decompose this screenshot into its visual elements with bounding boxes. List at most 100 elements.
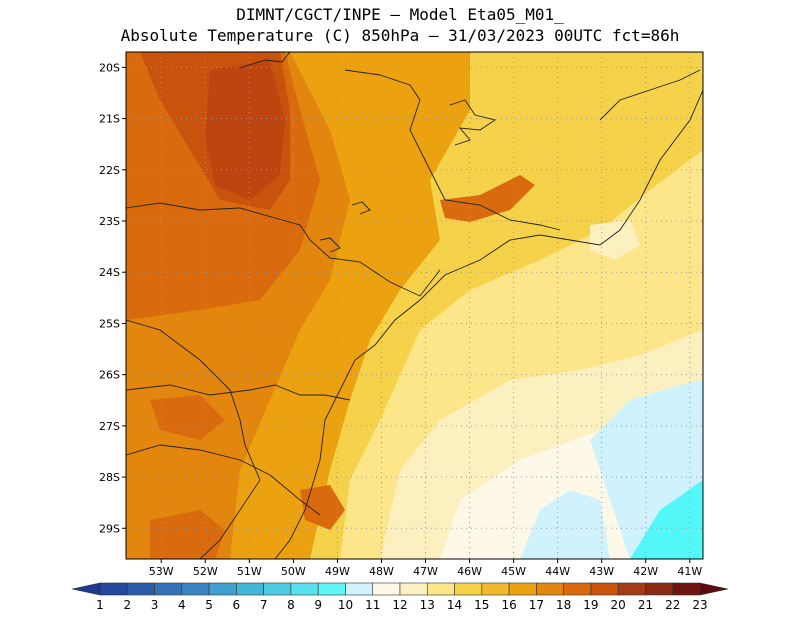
lon-label: 44W	[545, 565, 570, 578]
colorbar-arrow-low	[71, 582, 101, 596]
colorbar-bin	[99, 582, 128, 596]
borders	[126, 52, 703, 559]
lon-label: 49W	[325, 565, 350, 578]
colorbar-bin	[345, 582, 374, 596]
colorbar-label: 20	[611, 598, 626, 612]
lon-label: 53W	[149, 565, 174, 578]
colorbar-bin	[508, 582, 537, 596]
lon-label: 52W	[193, 565, 218, 578]
coastline	[274, 89, 703, 559]
colorbar-bin	[372, 582, 401, 596]
colorbar-arrow-high	[699, 582, 729, 596]
title-line-1: DIMNT/CGCT/INPE – Model Eta05_M01_	[236, 5, 564, 24]
lat-label: 26S	[99, 369, 120, 382]
field-zone-20	[205, 60, 285, 200]
lon-label: 47W	[413, 565, 438, 578]
field-patch-rj	[590, 220, 640, 260]
colorbar-label: 4	[178, 598, 186, 612]
colorbar-bin	[154, 582, 183, 596]
state-border-sc-rs	[126, 444, 321, 516]
colorbar-label: 15	[474, 598, 489, 612]
state-border-ms-sp	[239, 52, 291, 69]
colorbar-label: 1	[96, 598, 104, 612]
lat-label: 29S	[99, 522, 120, 535]
colorbar-bin	[399, 582, 428, 596]
colorbar-bin	[481, 582, 510, 596]
reservoir-sp	[351, 201, 371, 215]
lon-label: 48W	[369, 565, 394, 578]
state-border-pr-sp	[126, 202, 441, 297]
colorbar-label: 3	[151, 598, 159, 612]
colorbar-label: 18	[556, 598, 571, 612]
colorbar-label: 22	[665, 598, 680, 612]
colorbar-label: 2	[123, 598, 131, 612]
colorbar-label: 9	[314, 598, 322, 612]
field-patch-sw-2	[150, 510, 225, 559]
lon-label: 45W	[501, 565, 526, 578]
latitude-labels: 20S 21S 22S 23S 24S 25S 26S 27S 28S 29S	[99, 61, 126, 535]
colorbar-label: 21	[638, 598, 653, 612]
colorbar-bin	[617, 582, 646, 596]
colorbar-bin	[236, 582, 264, 596]
reservoir-parana	[319, 237, 341, 253]
lon-label: 50W	[281, 565, 306, 578]
lon-label: 51W	[237, 565, 262, 578]
colorbar-bin	[263, 582, 292, 596]
colorbar-label: 11	[365, 598, 380, 612]
title-line-2: Absolute Temperature (C) 850hPa – 31/03/…	[120, 26, 680, 45]
colorbar-bin	[536, 582, 564, 596]
colorbar-bin	[563, 582, 592, 596]
lat-label: 28S	[99, 471, 120, 484]
colorbar-label: 5	[205, 598, 213, 612]
field-zone-10b	[520, 490, 610, 559]
lat-label: 23S	[99, 215, 120, 228]
colorbar-bin	[454, 582, 483, 596]
lon-label: 41W	[677, 565, 702, 578]
lat-label: 24S	[99, 266, 120, 279]
colorbar-labels: 1 2 3 4 5 6 7 8 9 10 11 12 13 14 15 16 17 18 19 20 21 22 23	[96, 598, 707, 612]
lat-label: 20S	[99, 61, 120, 74]
colorbar-bin	[590, 582, 619, 596]
state-border-argentina	[126, 319, 261, 559]
colorbar-bin	[208, 582, 237, 596]
colorbar-label: 14	[447, 598, 462, 612]
longitude-labels: 53W 52W 51W 50W 49W 48W 47W 46W 45W 44W 43W 42W 41W	[149, 559, 702, 578]
lat-label: 25S	[99, 317, 120, 330]
field-patch-mantiqueira	[440, 175, 535, 222]
map-frame	[125, 51, 704, 560]
graticule	[126, 52, 703, 559]
colorbar-bin	[645, 582, 674, 596]
colorbar-label: 6	[233, 598, 241, 612]
lon-label: 46W	[457, 565, 482, 578]
colorbar-bin	[317, 582, 346, 596]
reservoir-furnas	[449, 99, 497, 146]
colorbar-bin	[426, 582, 455, 596]
field-patch-sw-3	[300, 485, 345, 530]
colorbar-label: 8	[287, 598, 295, 612]
colorbar-label: 12	[392, 598, 407, 612]
colorbar-label: 16	[501, 598, 516, 612]
colorbar-bin	[181, 582, 210, 596]
colorbar-label: 19	[583, 598, 598, 612]
colorbar-label: 13	[420, 598, 435, 612]
lon-label: 43W	[589, 565, 614, 578]
colorbar-bin	[126, 582, 155, 596]
colorbar-label: 17	[529, 598, 544, 612]
colorbar	[71, 582, 729, 596]
state-border-sp-mg	[344, 69, 561, 231]
colorbar-label: 23	[692, 598, 707, 612]
temperature-field	[126, 52, 703, 559]
colorbar-label: 10	[338, 598, 353, 612]
colorbar-label: 7	[260, 598, 268, 612]
lon-label: 42W	[633, 565, 658, 578]
colorbar-bin	[290, 582, 319, 596]
field-patch-sw-1	[150, 395, 225, 440]
state-border-mg-es	[599, 69, 701, 121]
lat-label: 22S	[99, 164, 120, 177]
field-zone-9	[630, 480, 703, 559]
lat-label: 21S	[99, 113, 120, 126]
lat-label: 27S	[99, 420, 120, 433]
colorbar-bin	[672, 582, 701, 596]
state-border-pr-sc	[126, 384, 351, 401]
